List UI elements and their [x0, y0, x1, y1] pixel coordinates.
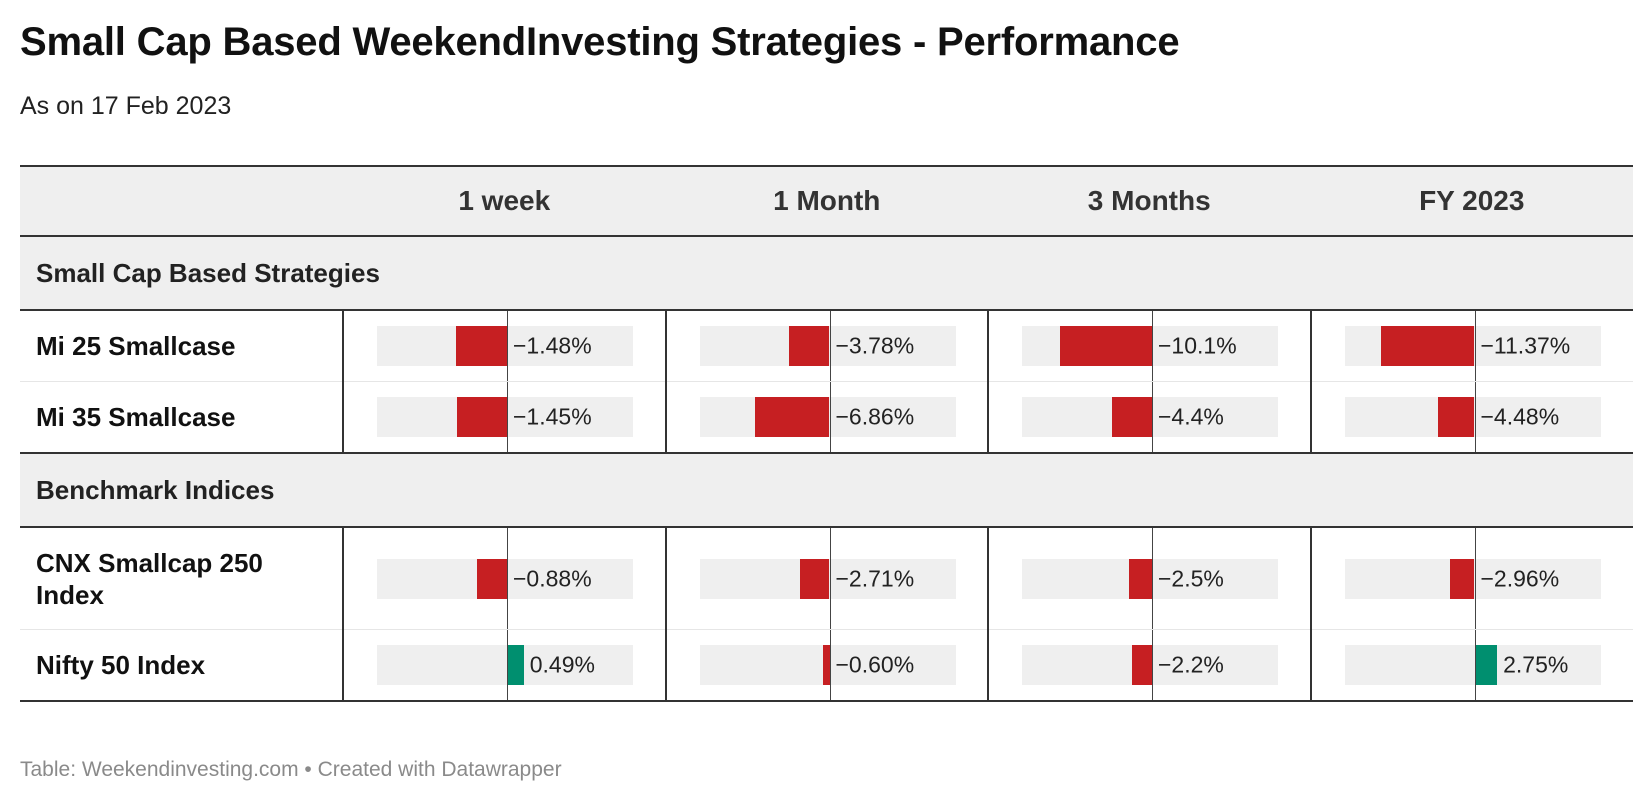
positive-bar[interactable]: [507, 645, 524, 685]
zero-line: [507, 528, 508, 629]
bar-cell: 2.75%: [1310, 629, 1633, 702]
zero-line: [507, 311, 508, 381]
value-label: 2.75%: [1503, 651, 1569, 678]
table-row: Nifty 50 Index 0.49% −0.60% −2.2% 2.75%: [20, 629, 1633, 702]
performance-table: 1 week 1 Month 3 Months FY 2023 Small Ca…: [20, 165, 1633, 702]
group-header-row: Small Cap Based Strategies: [20, 236, 1633, 311]
row-label: Nifty 50 Index: [20, 629, 344, 702]
zero-line: [829, 630, 831, 700]
table-row: CNX Smallcap 250 Index −0.88% −2.71% −2.5% −…: [20, 527, 1633, 630]
group-label: Small Cap Based Strategies: [20, 236, 1633, 311]
negative-bar[interactable]: [1450, 558, 1475, 599]
positive-bar[interactable]: [1474, 645, 1498, 685]
bar-cell: −2.96%: [1310, 527, 1633, 630]
value-label: −11.37%: [1480, 332, 1571, 359]
negative-bar[interactable]: [823, 645, 830, 685]
value-label: −6.86%: [835, 403, 915, 430]
bar-cell: −0.60%: [665, 629, 989, 702]
bar-cell: −6.86%: [665, 381, 989, 454]
group-label: Benchmark Indices: [20, 453, 1633, 528]
zero-line: [829, 528, 831, 629]
negative-bar[interactable]: [476, 558, 507, 599]
row-label: CNX Smallcap 250 Index: [20, 527, 344, 630]
value-label: −10.1%: [1158, 332, 1237, 359]
value-label: −0.88%: [513, 565, 592, 591]
zero-line: [1474, 528, 1476, 629]
zero-line: [829, 382, 831, 452]
zero-line: [829, 311, 831, 381]
bar-cell: −10.1%: [988, 310, 1312, 382]
bar-cell: −11.37%: [1310, 310, 1633, 382]
negative-bar[interactable]: [788, 326, 830, 366]
negative-bar[interactable]: [1132, 645, 1152, 685]
bar-cell: −2.71%: [665, 527, 989, 630]
bar-cell: −2.2%: [988, 629, 1312, 702]
bar-cell: −2.5%: [988, 527, 1312, 630]
source-footer: Table: Weekendinvesting.com • Created wi…: [20, 758, 562, 781]
negative-bar[interactable]: [1060, 326, 1152, 366]
bar-cell: −1.45%: [343, 381, 667, 454]
value-label: −2.5%: [1158, 565, 1224, 591]
bar-track: [377, 645, 633, 685]
zero-line: [1152, 528, 1153, 629]
bar-cell: −3.78%: [665, 310, 989, 382]
value-label: 0.49%: [529, 651, 595, 678]
value-label: −0.60%: [835, 651, 915, 678]
column-header[interactable]: FY 2023: [1310, 165, 1633, 237]
zero-line: [1474, 382, 1476, 452]
row-label: Mi 25 Smallcase: [20, 310, 344, 382]
value-label: −1.45%: [513, 403, 592, 430]
zero-line: [1152, 311, 1153, 381]
table-body: Small Cap Based Strategies Mi 25 Smallcas…: [20, 236, 1633, 702]
value-label: −2.2%: [1158, 651, 1224, 678]
row-label: Mi 35 Smallcase: [20, 381, 344, 454]
negative-bar[interactable]: [755, 397, 830, 437]
negative-bar[interactable]: [457, 397, 507, 437]
zero-line: [1152, 382, 1153, 452]
bar-track: [1344, 645, 1601, 685]
negative-bar[interactable]: [1437, 397, 1475, 437]
bar-cell: 0.49%: [343, 629, 667, 702]
bar-cell: −4.48%: [1310, 381, 1633, 454]
negative-bar[interactable]: [1380, 326, 1475, 366]
table-row: Mi 35 Smallcase −1.45% −6.86% −4.4% −4.48%: [20, 381, 1633, 454]
column-header: [20, 165, 343, 237]
value-label: −2.96%: [1480, 565, 1560, 591]
zero-line: [1474, 311, 1476, 381]
value-label: −4.48%: [1480, 403, 1560, 430]
chart-subtitle: As on 17 Feb 2023: [20, 92, 232, 120]
column-header[interactable]: 1 Month: [665, 165, 988, 237]
bar-cell: −4.4%: [988, 381, 1312, 454]
column-header[interactable]: 1 week: [343, 165, 666, 237]
zero-line: [507, 630, 508, 700]
bar-cell: −1.48%: [343, 310, 667, 382]
value-label: −4.4%: [1158, 403, 1224, 430]
zero-line: [1152, 630, 1153, 700]
zero-line: [507, 382, 508, 452]
table-header-row: 1 week 1 Month 3 Months FY 2023: [20, 165, 1633, 237]
table-row: Mi 25 Smallcase −1.48% −3.78% −10.1% −11.37%: [20, 310, 1633, 382]
bar-cell: −0.88%: [343, 527, 667, 630]
negative-bar[interactable]: [1112, 397, 1152, 437]
value-label: −2.71%: [835, 565, 915, 591]
zero-line: [1474, 630, 1476, 700]
value-label: −1.48%: [513, 332, 592, 359]
negative-bar[interactable]: [456, 326, 507, 366]
negative-bar[interactable]: [800, 558, 830, 599]
negative-bar[interactable]: [1129, 558, 1152, 599]
column-header[interactable]: 3 Months: [988, 165, 1311, 237]
value-label: −3.78%: [835, 332, 915, 359]
chart-title: Small Cap Based WeekendInvesting Strateg…: [20, 20, 1180, 64]
group-header-row: Benchmark Indices: [20, 453, 1633, 528]
